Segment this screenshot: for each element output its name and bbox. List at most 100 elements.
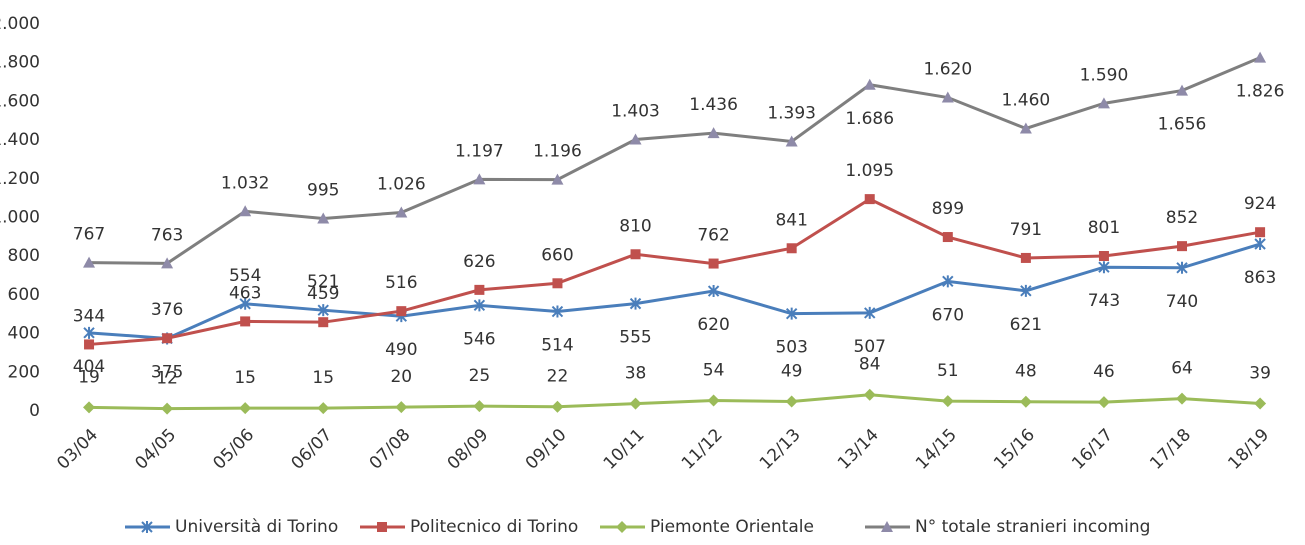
data-label: 1.620 [923,60,972,80]
x-tick-label: 04/05 [131,425,180,474]
data-label: 503 [775,338,807,358]
marker [785,135,798,147]
x-tick-label: 18/19 [1224,425,1273,474]
data-label: 1.196 [533,142,582,162]
y-tick-label: 2.000 [0,14,40,34]
marker [551,400,564,413]
data-label: 852 [1166,208,1198,228]
data-label: 12 [156,369,178,389]
y-tick-label: 400 [8,324,40,344]
marker [1254,397,1267,410]
y-tick-label: 600 [8,285,40,305]
data-label: 1.032 [221,173,270,193]
x-tick-label: 14/15 [912,425,961,474]
marker [1098,251,1109,262]
marker [708,258,719,269]
data-label: 791 [1010,220,1042,240]
legend-label: Piemonte Orientale [650,517,814,537]
marker [942,275,954,288]
marker [473,299,486,312]
data-label: 670 [932,305,964,325]
data-label: 463 [229,283,261,303]
y-tick-label: 1.000 [0,208,40,228]
data-label: 841 [775,210,807,230]
data-label: 1.590 [1080,65,1129,85]
marker [83,401,96,414]
data-label: 19 [78,367,100,387]
marker [84,339,95,350]
x-tick-label: 05/06 [209,425,258,474]
legend-label: Università di Torino [175,517,338,537]
marker [630,249,641,260]
data-label: 620 [697,315,729,335]
data-label: 22 [547,367,569,387]
data-label: 490 [385,340,417,360]
series-line [89,56,1261,265]
marker [863,388,876,401]
marker [317,402,330,415]
marker [239,297,251,310]
data-label: 762 [697,226,729,246]
series-line [88,242,1261,340]
data-label: 555 [619,328,651,348]
marker [1019,395,1032,408]
marker [1176,392,1189,405]
marker [162,333,173,344]
x-tick-label: 03/04 [53,425,102,474]
marker [83,326,95,339]
data-label: 863 [1244,268,1276,288]
marker [396,306,407,317]
data-label: 1.436 [689,95,738,115]
data-label: 995 [307,180,339,200]
marker [83,256,96,268]
data-label: 39 [1249,363,1271,383]
marker [1254,51,1267,63]
data-label: 801 [1088,218,1120,238]
marker [707,127,720,139]
data-label: 25 [469,366,491,386]
data-label: 1.686 [845,109,894,129]
marker [786,243,797,254]
legend-marker [881,521,893,532]
legend-label: Politecnico di Torino [410,517,578,537]
marker [1098,261,1110,274]
legend-label: N° totale stranieri incoming [915,517,1150,537]
marker [941,91,954,103]
series-line [88,197,1261,346]
data-label: 15 [234,368,256,388]
marker [551,173,564,185]
marker [1254,238,1266,251]
y-tick-label: 1.400 [0,130,40,150]
data-label: 740 [1166,292,1198,312]
x-tick-label: 08/09 [444,425,493,474]
marker [863,78,876,90]
data-label: 54 [703,361,725,381]
data-label: 1.026 [377,174,426,194]
marker [473,173,486,185]
data-label: 507 [854,337,886,357]
data-label: 546 [463,329,495,349]
marker [552,278,563,289]
data-label: 521 [307,272,339,292]
marker [707,394,720,407]
x-tick-label: 09/10 [522,425,571,474]
data-label: 375 [151,362,183,382]
data-label: 49 [781,362,803,382]
data-label: 924 [1244,194,1276,214]
data-label: 459 [307,284,339,304]
data-label: 64 [1171,359,1193,379]
y-tick-label: 800 [8,246,40,266]
marker [1176,84,1189,96]
y-tick-label: 200 [8,362,40,382]
legend-marker [141,521,153,533]
data-label: 1.826 [1236,82,1285,102]
data-label: 516 [385,273,417,293]
x-tick-label: 12/13 [756,425,805,474]
marker [864,194,875,205]
marker [239,402,252,415]
marker [942,232,953,243]
marker [941,395,954,408]
marker [1020,284,1032,297]
series-line [89,393,1261,411]
